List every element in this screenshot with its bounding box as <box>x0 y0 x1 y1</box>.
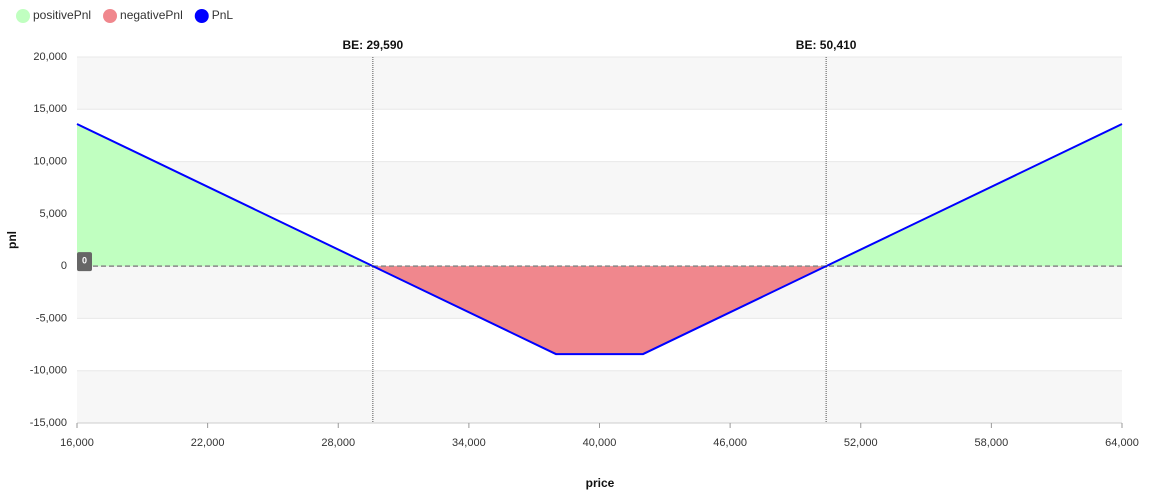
x-tick-label: 28,000 <box>321 437 355 449</box>
y-tick-label: 0 <box>61 260 67 272</box>
y-tick-label: -10,000 <box>30 365 67 377</box>
x-tick-label: 40,000 <box>583 437 617 449</box>
x-tick-label: 22,000 <box>191 437 225 449</box>
y-axis-label: pnl <box>5 231 19 249</box>
break-even-label: BE: 50,410 <box>796 38 857 52</box>
x-axis-label: price <box>586 476 615 490</box>
legend-label: negativePnl <box>120 8 183 22</box>
y-tick-label: -15,000 <box>30 417 67 429</box>
legend-label: positivePnl <box>33 8 91 22</box>
zero-label: 0 <box>82 256 87 266</box>
line <box>76 123 1123 356</box>
y-tick-label: 20,000 <box>33 51 67 63</box>
y-tick-label: 15,000 <box>33 103 67 115</box>
area <box>372 266 827 355</box>
grid-band <box>77 161 1122 214</box>
x-tick-label: 34,000 <box>452 437 486 449</box>
y-tick-label: 5,000 <box>39 208 67 220</box>
legend-label: PnL <box>212 8 234 22</box>
break-even-label: BE: 29,590 <box>343 38 404 52</box>
y-tick-label: -5,000 <box>36 312 67 324</box>
grid-band <box>77 57 1122 110</box>
x-tick-label: 52,000 <box>844 437 878 449</box>
plot-background <box>77 57 1122 423</box>
y-tick-label: 10,000 <box>33 155 67 167</box>
legend-marker <box>103 9 118 23</box>
x-tick-label: 64,000 <box>1105 437 1139 449</box>
legend-marker <box>16 9 30 23</box>
grid-band <box>77 370 1122 423</box>
x-tick-label: 58,000 <box>975 437 1009 449</box>
x-tick-label: 16,000 <box>60 437 94 449</box>
legend-marker <box>194 9 209 23</box>
area <box>77 124 1122 267</box>
zero-badge <box>77 252 92 272</box>
x-tick-label: 46,000 <box>713 437 747 449</box>
